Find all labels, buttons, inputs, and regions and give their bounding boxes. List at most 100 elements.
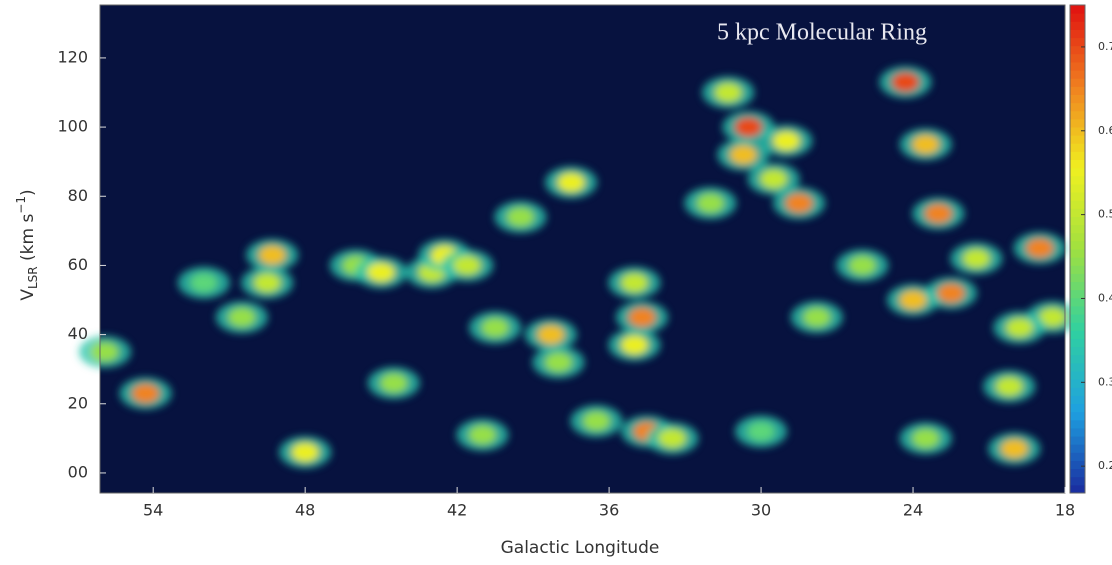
y-tick-label: 00 (68, 462, 88, 481)
colorbar-segment (1070, 175, 1085, 185)
colorbar-segment (1070, 419, 1085, 429)
colorbar-segment (1070, 411, 1085, 421)
emission-core (1025, 238, 1054, 259)
emission-core (481, 317, 510, 338)
y-tick-label: 100 (57, 117, 88, 136)
emission-core (802, 307, 831, 328)
colorbar-segment (1070, 208, 1085, 217)
colorbar-tick-label: 0.6 (1098, 124, 1112, 137)
emission-core (379, 373, 408, 394)
emission-core (995, 376, 1024, 397)
colorbar-frame (1069, 4, 1086, 494)
colorbar-segment (1070, 110, 1085, 120)
y-label-end: ) (18, 189, 38, 196)
colorbar-segment (1070, 224, 1085, 234)
colorbar-segment (1070, 21, 1085, 30)
emission-core (557, 172, 586, 193)
colorbar-segment (1070, 5, 1085, 14)
emission-core (91, 341, 120, 362)
colorbar-segment (1070, 127, 1085, 136)
emission-core (468, 424, 497, 445)
emission-core (227, 307, 256, 328)
colorbar-segment (1070, 86, 1085, 95)
colorbar-segment (1070, 192, 1085, 201)
y-label-main: V (18, 289, 38, 301)
emission-core (189, 272, 218, 293)
colorbar-segment (1070, 118, 1085, 128)
colorbar-tick-label: 0.4 (1098, 291, 1112, 304)
colorbar-segment (1070, 322, 1085, 331)
emission-core (1000, 438, 1029, 459)
y-label-sup: −1 (14, 196, 28, 214)
colorbar-segment (1070, 403, 1085, 413)
x-axis-label: Galactic Longitude (501, 538, 660, 558)
x-tick-label: 42 (447, 501, 467, 520)
emission-core (696, 193, 725, 214)
colorbar-segment (1070, 183, 1085, 193)
emission-core (536, 324, 565, 345)
colorbar-segment (1070, 135, 1085, 144)
colorbar-tick-label: 0.5 (1098, 208, 1112, 221)
emission-core (258, 245, 287, 266)
emission-core (544, 352, 573, 373)
plot-frame (99, 4, 1066, 494)
colorbar-segment (1070, 338, 1085, 348)
emission-core (729, 144, 758, 165)
emission-core (747, 421, 776, 442)
colorbar-segment (1070, 143, 1085, 152)
colorbar-segment (1070, 94, 1085, 104)
emission-core (937, 283, 966, 304)
colorbar-segment (1070, 159, 1085, 169)
colorbar-segment (1070, 362, 1085, 372)
colorbar-segment (1070, 13, 1085, 22)
x-tick-label: 30 (751, 501, 771, 520)
colorbar-segment (1070, 460, 1085, 470)
x-tick-label: 54 (143, 501, 163, 520)
emission-core (848, 255, 877, 276)
emission-core (962, 248, 991, 269)
colorbar-tick-label: 0.7 (1098, 40, 1112, 53)
colorbar-segment (1070, 232, 1085, 242)
y-label-sub: LSR (26, 266, 40, 289)
colorbar-segment (1070, 444, 1085, 453)
colorbar-segment (1070, 151, 1085, 161)
y-tick-label: 20 (68, 393, 88, 412)
colorbar-segment (1070, 297, 1085, 307)
emission-core (582, 411, 611, 432)
colorbar-segment (1070, 273, 1085, 283)
colorbar-segment (1070, 45, 1085, 55)
emission-core (291, 442, 320, 463)
emission-core (453, 255, 482, 276)
colorbar-segment (1070, 102, 1085, 112)
colorbar-segment (1070, 78, 1085, 87)
chart-title: 5 kpc Molecular Ring (717, 20, 927, 46)
y-tick-label: 120 (57, 47, 88, 66)
emission-core (924, 203, 953, 224)
colorbar-segment (1070, 249, 1085, 258)
y-tick-label: 60 (68, 255, 88, 274)
colorbar-segment (1070, 314, 1085, 323)
colorbar-tick-label: 0.3 (1098, 375, 1112, 388)
emission-core (506, 207, 535, 228)
colorbar-segment (1070, 216, 1085, 226)
colorbar-segment (1070, 330, 1085, 339)
emission-core (658, 428, 687, 449)
colorbar-segment (1070, 257, 1085, 266)
colorbar-segment (1070, 371, 1085, 380)
colorbar-segment (1070, 29, 1085, 39)
emission-core (620, 272, 649, 293)
colorbar-segment (1070, 427, 1085, 437)
colorbar-segment (1070, 53, 1085, 63)
colorbar-segment (1070, 167, 1085, 177)
emission-core (131, 383, 160, 404)
colorbar-segment (1070, 395, 1085, 405)
emission-core (628, 307, 657, 328)
colorbar-segment (1070, 61, 1085, 71)
emission-core (911, 134, 940, 155)
colorbar-tick-label: 0.2 (1098, 459, 1112, 472)
y-tick-label: 40 (68, 324, 88, 343)
emission-core (1038, 307, 1067, 328)
emission-core (899, 290, 928, 311)
colorbar-segment (1070, 436, 1085, 445)
